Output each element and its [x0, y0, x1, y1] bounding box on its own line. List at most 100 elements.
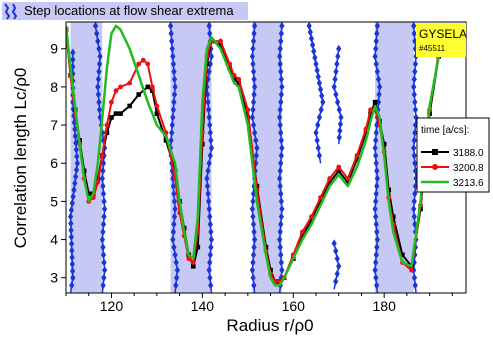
- step-bands: [70, 22, 414, 293]
- step-marker-diamond: [170, 235, 176, 244]
- step-marker-diamond: [333, 67, 339, 76]
- step-marker-diamond: [251, 29, 257, 38]
- series-point-3188.0: [218, 42, 223, 48]
- step-marker-diamond: [172, 205, 178, 214]
- step-marker-diamond: [101, 212, 107, 221]
- step-marker-diamond: [253, 151, 259, 160]
- step-marker-diamond: [207, 121, 213, 130]
- step-marker-diamond: [169, 128, 175, 137]
- step-marker-diamond: [207, 250, 213, 259]
- step-marker-diamond: [169, 37, 175, 46]
- series-point-3188.0: [345, 180, 351, 185]
- step-marker-diamond: [333, 90, 339, 99]
- series-point-3188.0: [154, 111, 160, 116]
- series-point-3200.8: [354, 153, 360, 158]
- legend-marker-3188: [432, 149, 438, 155]
- y-axis-label: Correlation length Lc/ρ0: [11, 68, 30, 249]
- step-marker-diamond: [171, 90, 178, 99]
- step-marker-diamond: [316, 151, 323, 160]
- step-marker-diamond: [99, 235, 105, 244]
- step-marker-diamond: [170, 227, 176, 236]
- step-marker-diamond: [374, 243, 380, 252]
- step-marker-diamond: [249, 205, 255, 214]
- step-marker-diamond: [100, 136, 107, 145]
- step-marker-diamond: [205, 166, 211, 175]
- y-tick-label: 5: [50, 193, 58, 209]
- step-marker-diamond: [95, 82, 101, 91]
- step-marker-diamond: [315, 72, 321, 81]
- step-marker-diamond: [170, 105, 176, 114]
- simulation-badge-title: GYSELA: [419, 27, 467, 41]
- step-marker-diamond: [319, 91, 325, 100]
- step-marker-diamond: [249, 266, 255, 275]
- step-marker-diamond: [253, 136, 259, 145]
- step-marker-diamond: [316, 79, 323, 88]
- step-marker-diamond: [206, 113, 212, 122]
- step-marker-diamond: [375, 75, 382, 84]
- series-point-3188.0: [227, 65, 232, 71]
- step-marker-diamond: [68, 239, 75, 248]
- series-point-3188.0: [145, 84, 151, 90]
- step-marker-diamond: [102, 266, 108, 275]
- series-point-3200.8: [190, 260, 196, 265]
- series-point-3188.0: [118, 111, 123, 116]
- series-point-3200.8: [345, 176, 351, 181]
- step-marker-diamond: [71, 185, 77, 194]
- step-marker-diamond: [411, 212, 417, 221]
- series-point-3200.8: [136, 61, 142, 67]
- step-marker-diamond: [252, 22, 258, 30]
- step-marker-diamond: [171, 189, 177, 198]
- step-marker-diamond: [336, 133, 342, 142]
- step-marker-diamond: [277, 235, 283, 244]
- step-marker-diamond: [336, 44, 342, 53]
- series-point-3188.0: [195, 244, 201, 250]
- step-marker-diamond: [172, 82, 178, 91]
- step-marker-diamond: [374, 281, 380, 290]
- series-point-3200.8: [231, 73, 237, 78]
- step-marker-diamond: [208, 52, 215, 61]
- step-marker-diamond: [73, 165, 80, 174]
- step-marker-diamond: [277, 182, 283, 191]
- step-marker-diamond: [173, 258, 179, 267]
- step-marker-diamond: [101, 273, 107, 282]
- step-marker-diamond: [249, 52, 255, 61]
- y-tick-label: 6: [50, 155, 58, 171]
- step-marker-diamond: [331, 82, 337, 91]
- step-marker-diamond: [70, 55, 76, 64]
- step-marker-diamond: [170, 182, 176, 191]
- step-marker-diamond: [320, 98, 326, 107]
- step-marker-diamond: [316, 113, 323, 122]
- step-marker-diamond: [374, 174, 380, 183]
- step-marker-diamond: [317, 85, 324, 94]
- step-marker-diamond: [278, 159, 284, 168]
- time-legend-box: [416, 117, 490, 193]
- series-point-3200.8: [227, 61, 233, 67]
- step-marker-diamond: [254, 143, 260, 152]
- series-point-3188.0: [354, 157, 360, 162]
- x-tick-label: 160: [282, 298, 306, 314]
- simulation-badge-background: [416, 23, 466, 57]
- step-marker-diamond: [250, 258, 256, 267]
- series-point-3188.0: [390, 214, 396, 219]
- series-point-3200.8: [336, 164, 342, 170]
- step-marker-diamond: [331, 239, 337, 248]
- series-point-3200.8: [113, 88, 119, 94]
- step-marker-diamond: [207, 273, 213, 282]
- step-marker-diamond: [171, 212, 178, 221]
- series-point-3200.8: [118, 84, 123, 90]
- y-tick-label: 3: [50, 270, 58, 286]
- step-marker-diamond: [318, 105, 324, 114]
- step-marker-diamond: [73, 172, 79, 181]
- step-marker-diamond: [100, 281, 106, 290]
- series-point-3188.0: [300, 233, 305, 239]
- step-marker-diamond: [374, 235, 380, 244]
- step-marker-diamond: [334, 98, 341, 107]
- step-marker-diamond: [412, 59, 419, 68]
- step-marker-diamond: [411, 82, 417, 91]
- step-marker-diamond: [171, 220, 177, 229]
- step-marker-diamond: [277, 166, 283, 175]
- step-marker-diamond: [411, 205, 417, 214]
- legend-label-3188: 3188.0: [453, 148, 484, 159]
- step-marker-diamond: [278, 220, 284, 229]
- series-point-3200.8: [109, 99, 114, 105]
